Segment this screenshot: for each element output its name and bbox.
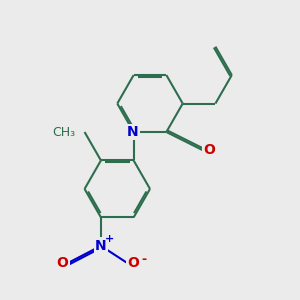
Text: N: N	[127, 125, 139, 139]
Text: +: +	[104, 234, 114, 244]
Text: O: O	[56, 256, 68, 270]
Text: -: -	[141, 253, 146, 266]
Text: O: O	[204, 143, 215, 157]
Text: O: O	[127, 256, 139, 270]
Text: CH₃: CH₃	[52, 125, 75, 139]
Text: N: N	[95, 239, 107, 253]
